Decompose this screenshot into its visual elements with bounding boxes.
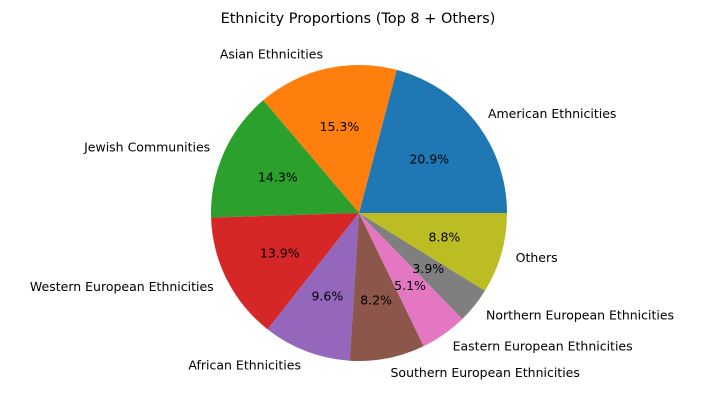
- pie-slices: [210, 64, 507, 362]
- pie-category-label-african-ethnicities: African Ethnicities: [188, 358, 301, 373]
- pie-slice-american-ethnicities: [359, 69, 507, 213]
- pie-percent-labels: 20.9% 15.3% 14.3% 13.9% 9.6% 8.2%5.1% 3.9% 8.8%: [258, 119, 460, 308]
- pie-category-label-southern-european-ethnicities: Southern European Ethnicities: [391, 365, 580, 380]
- pie-slice-jewish-communities: [210, 100, 359, 218]
- pie-percent-label-jewish-communities: 14.3%: [258, 169, 298, 184]
- pie-percent-label-asian-ethnicities: 15.3%: [320, 119, 360, 134]
- pie-category-label-american-ethnicities: American Ethnicities: [488, 106, 617, 121]
- pie-slice-asian-ethnicities: [263, 64, 397, 214]
- pie-percent-label-northern-european-ethnicities: 3.9%: [412, 261, 444, 276]
- pie-category-label-others: Others: [516, 250, 558, 265]
- pie-slice-others: [359, 213, 507, 291]
- pie-category-label-asian-ethnicities: Asian Ethnicities: [220, 47, 323, 62]
- pie-percent-label-american-ethnicities: 20.9%: [409, 151, 449, 166]
- pie-percent-label-southern-european-ethnicities: 8.2%: [360, 293, 392, 308]
- pie-category-label-jewish-communities: Jewish Communities: [83, 139, 210, 154]
- pie-percent-label-western-european-ethnicities: 13.9%: [260, 246, 300, 261]
- pie-percent-label-african-ethnicities: 9.6%: [311, 288, 343, 303]
- pie-slice-northern-european-ethnicities: [359, 213, 485, 319]
- pie-slice-eastern-european-ethnicities: [359, 213, 463, 347]
- pie-category-labels: American Ethnicities Asian Ethnicities Jew…: [30, 47, 674, 380]
- pie-category-label-eastern-european-ethnicities: Eastern European Ethnicities: [453, 339, 633, 354]
- pie-category-label-western-european-ethnicities: Western European Ethnicities: [30, 279, 214, 294]
- pie-slice-southern-european-ethnicities: [349, 213, 424, 362]
- pie-slice-western-european-ethnicities: [211, 213, 359, 330]
- pie-percent-label-others: 8.8%: [429, 230, 461, 245]
- pie-percent-label-eastern-european-ethnicities: 5.1%: [394, 278, 426, 293]
- pie-category-label-northern-european-ethnicities: Northern European Ethnicities: [486, 307, 674, 322]
- pie-slice-african-ethnicities: [267, 213, 359, 361]
- chart-title: Ethnicity Proportions (Top 8 + Others): [221, 11, 496, 27]
